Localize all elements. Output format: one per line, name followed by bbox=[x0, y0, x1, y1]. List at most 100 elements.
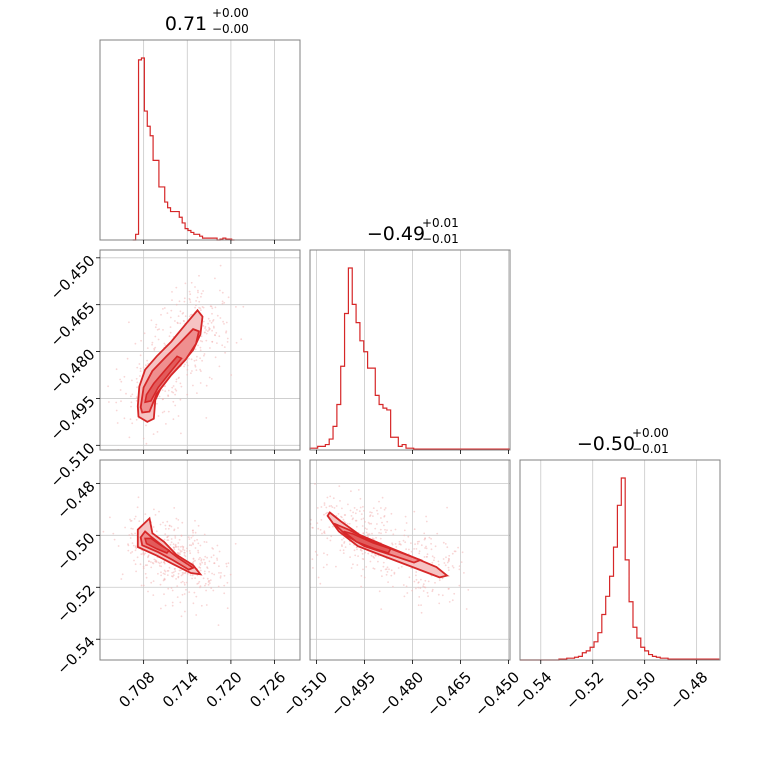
histogram-line bbox=[520, 477, 720, 661]
scatter-layer bbox=[107, 264, 245, 450]
scatter-point bbox=[180, 550, 183, 553]
x-tick-label: 0.714 bbox=[159, 668, 202, 711]
scatter-point bbox=[177, 576, 180, 579]
scatter-point bbox=[175, 546, 177, 548]
scatter-point bbox=[208, 582, 211, 584]
scatter-point bbox=[337, 513, 340, 515]
scatter-point bbox=[311, 526, 314, 529]
scatter-point bbox=[139, 367, 142, 370]
scatter-point bbox=[221, 291, 224, 294]
scatter-point bbox=[172, 571, 175, 574]
scatter-point bbox=[221, 344, 224, 347]
scatter-point bbox=[392, 585, 394, 588]
scatter-point bbox=[145, 576, 148, 579]
scatter-point bbox=[155, 323, 158, 326]
scatter-point bbox=[190, 281, 193, 284]
scatter-point bbox=[452, 566, 455, 569]
scatter-point bbox=[438, 602, 441, 605]
scatter-point bbox=[347, 503, 349, 506]
scatter-point bbox=[203, 570, 206, 573]
scatter-point bbox=[390, 529, 392, 532]
scatter-point bbox=[384, 507, 387, 509]
scatter-point bbox=[364, 551, 366, 554]
scatter-point bbox=[166, 536, 169, 538]
scatter-point bbox=[203, 354, 205, 357]
scatter-point bbox=[212, 319, 215, 321]
scatter-point bbox=[382, 565, 385, 568]
scatter-point bbox=[225, 565, 228, 568]
scatter-point bbox=[382, 561, 385, 564]
scatter-point bbox=[386, 520, 389, 523]
scatter-point bbox=[434, 545, 437, 548]
scatter-point bbox=[413, 580, 416, 583]
scatter-point bbox=[211, 572, 214, 575]
scatter-point bbox=[190, 536, 193, 539]
scatter-point bbox=[171, 589, 174, 592]
scatter-point bbox=[129, 537, 132, 539]
title-minus: −0.01 bbox=[422, 232, 459, 246]
scatter-point bbox=[166, 570, 169, 572]
scatter-point bbox=[150, 319, 153, 322]
scatter-point bbox=[175, 286, 178, 289]
scatter-point bbox=[181, 312, 184, 315]
scatter-point bbox=[143, 332, 146, 335]
scatter-point bbox=[121, 573, 124, 576]
scatter-point bbox=[184, 610, 186, 613]
scatter-point bbox=[159, 523, 162, 526]
scatter-point bbox=[145, 364, 147, 367]
scatter-point bbox=[135, 418, 138, 421]
scatter-point bbox=[417, 586, 420, 589]
scatter-point bbox=[129, 418, 132, 421]
scatter-point bbox=[323, 504, 326, 506]
scatter-point bbox=[176, 596, 179, 598]
scatter-point bbox=[374, 553, 376, 556]
scatter-point bbox=[356, 564, 359, 566]
scatter-point bbox=[341, 507, 343, 510]
scatter-point bbox=[158, 328, 161, 330]
scatter-point bbox=[341, 516, 343, 519]
scatter-point bbox=[383, 524, 385, 527]
scatter-point bbox=[164, 528, 167, 530]
scatter-point bbox=[169, 331, 172, 334]
scatter-point bbox=[400, 543, 402, 546]
scatter-point bbox=[194, 559, 196, 562]
scatter-point bbox=[205, 332, 208, 335]
scatter-point bbox=[191, 574, 194, 577]
scatter-point bbox=[146, 347, 149, 349]
scatter-point bbox=[164, 344, 167, 346]
scatter-point bbox=[192, 557, 195, 560]
scatter-point bbox=[154, 335, 157, 338]
scatter-point bbox=[168, 335, 171, 338]
scatter-point bbox=[418, 550, 421, 553]
scatter-point bbox=[326, 537, 329, 540]
scatter-point bbox=[130, 532, 133, 535]
scatter-point bbox=[172, 385, 175, 387]
scatter-point bbox=[208, 570, 211, 573]
scatter-point bbox=[169, 316, 172, 319]
scatter-point bbox=[198, 580, 201, 583]
scatter-point bbox=[212, 554, 215, 557]
scatter-point bbox=[168, 566, 171, 569]
scatter-point bbox=[124, 526, 126, 529]
scatter-point bbox=[370, 554, 373, 557]
scatter-point bbox=[320, 519, 323, 521]
scatter-point bbox=[197, 344, 199, 347]
scatter-point bbox=[144, 552, 147, 555]
scatter-point bbox=[198, 566, 201, 569]
scatter-point bbox=[135, 547, 138, 550]
scatter-point bbox=[207, 322, 210, 325]
scatter-point bbox=[151, 343, 154, 346]
scatter-point bbox=[379, 537, 382, 540]
scatter-point bbox=[139, 370, 142, 372]
scatter-point bbox=[185, 581, 188, 584]
x-tick-label: −0.52 bbox=[562, 668, 607, 713]
panel-pair-1-0 bbox=[99, 249, 301, 451]
scatter-point bbox=[316, 507, 319, 509]
scatter-point bbox=[458, 584, 461, 587]
scatter-point bbox=[142, 567, 145, 570]
scatter-point bbox=[326, 511, 328, 514]
scatter-point bbox=[460, 561, 463, 563]
scatter-point bbox=[406, 592, 409, 594]
scatter-point bbox=[199, 569, 202, 572]
scatter-point bbox=[373, 538, 375, 540]
